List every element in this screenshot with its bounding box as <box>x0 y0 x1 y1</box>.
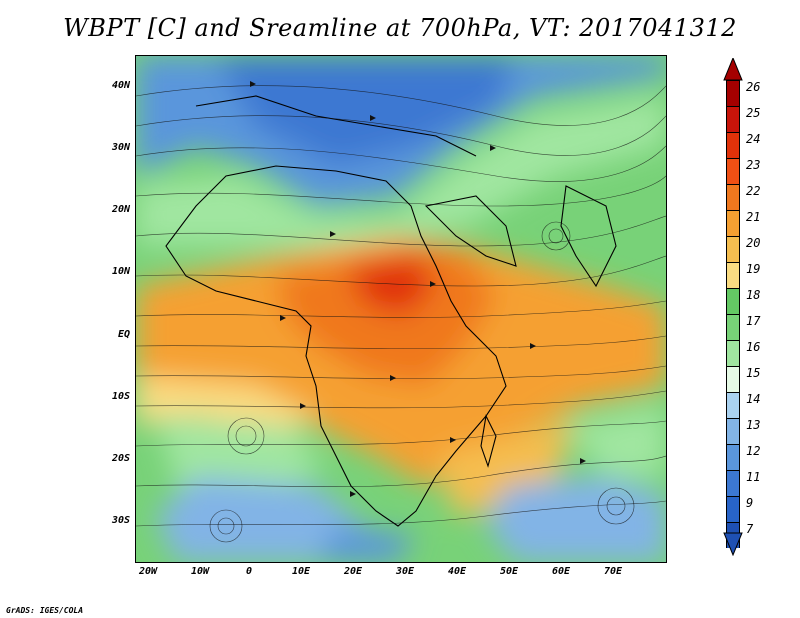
lat-tick-30s: 30S <box>111 515 130 526</box>
mild-band-north <box>136 96 666 246</box>
colorbar-label-9: 9 <box>746 496 754 510</box>
map-panel[interactable] <box>135 55 667 563</box>
colorbar-label-13: 13 <box>746 418 761 432</box>
lat-tick-10s: 10S <box>111 391 130 402</box>
colorbar-label-11: 11 <box>746 470 761 484</box>
cool-lobe-south-atlantic <box>156 416 326 496</box>
colorbar-bottom-arrow <box>723 532 743 556</box>
lon-tick-10w: 10W <box>190 566 210 577</box>
cold-tip-south <box>316 526 416 562</box>
colorbar-swatch <box>726 106 740 132</box>
colorbar-swatch <box>726 444 740 470</box>
lon-tick-30e: 30E <box>395 566 415 577</box>
colorbar-swatch <box>726 80 740 106</box>
colorbar-swatch <box>726 158 740 184</box>
africa-outline <box>165 165 507 527</box>
map-canvas <box>136 56 666 562</box>
colorbar-swatch <box>726 340 740 366</box>
colorbar-label-20: 20 <box>746 236 761 250</box>
colorbar-swatch <box>726 418 740 444</box>
credit-text: GrADS: IGES/COLA <box>6 606 84 615</box>
lat-tick-10n: 10N <box>111 266 130 277</box>
colorbar-label-24: 24 <box>746 132 761 146</box>
lon-tick-50e: 50E <box>499 566 519 577</box>
cold-lobe-south-atlantic <box>156 476 366 562</box>
colorbar-label-23: 23 <box>746 158 761 172</box>
lat-tick-30n: 30N <box>111 142 130 153</box>
colorbar-label-18: 18 <box>746 288 761 302</box>
cold-lobe-indian-ocean <box>486 476 666 562</box>
colorbar-swatch <box>726 210 740 236</box>
colorbar-label-14: 14 <box>746 392 761 406</box>
arabia-outline <box>424 195 517 267</box>
mediterranean-coast <box>195 95 477 157</box>
lon-tick-10e: 10E <box>291 566 311 577</box>
colorbar-label-15: 15 <box>746 366 761 380</box>
colorbar-label-19: 19 <box>746 262 761 276</box>
colorbar-label-21: 21 <box>746 210 761 224</box>
lat-tick-20s: 20S <box>111 453 130 464</box>
lat-tick-eq: EQ <box>117 329 130 340</box>
colorbar-swatch <box>726 288 740 314</box>
madagascar-outline <box>480 414 497 468</box>
colorbar-swatch <box>726 132 740 158</box>
lon-tick-60e: 60E <box>551 566 571 577</box>
lat-tick-20n: 20N <box>111 204 130 215</box>
coastlines <box>165 95 617 527</box>
streamlines <box>136 85 666 543</box>
colorbar-swatch <box>726 470 740 496</box>
colorbar-label-25: 25 <box>746 106 761 120</box>
streamline-arrows <box>250 81 586 497</box>
colorbar-swatch <box>726 262 740 288</box>
colorbar-swatch <box>726 496 740 522</box>
lon-tick-40e: 40E <box>447 566 467 577</box>
colorbar-label-26: 26 <box>746 80 761 94</box>
colorbar-label-22: 22 <box>746 184 761 198</box>
colorbar-label-17: 17 <box>746 314 761 328</box>
lon-tick-0: 0 <box>245 566 253 577</box>
warm-southeast <box>436 416 576 516</box>
colorbar-swatch <box>726 314 740 340</box>
hottest-core <box>346 256 436 316</box>
colorbar-label-16: 16 <box>746 340 761 354</box>
colorbar-swatch <box>726 366 740 392</box>
colorbar-swatch <box>726 236 740 262</box>
cold-core-north <box>216 56 516 166</box>
colorbar-swatch <box>726 392 740 418</box>
colorbar-swatch <box>726 184 740 210</box>
lon-tick-20w: 20W <box>138 566 158 577</box>
colorbar-label-7: 7 <box>746 522 754 536</box>
chart-title: WBPT [C] and Sreamline at 700hPa, VT: 20… <box>63 14 737 42</box>
lon-tick-70e: 70E <box>603 566 623 577</box>
india-outline <box>560 185 617 288</box>
colorbar-top-arrow <box>723 58 743 81</box>
colorbar-label-12: 12 <box>746 444 761 458</box>
lat-tick-40n: 40N <box>111 80 130 91</box>
lon-tick-20e: 20E <box>343 566 363 577</box>
